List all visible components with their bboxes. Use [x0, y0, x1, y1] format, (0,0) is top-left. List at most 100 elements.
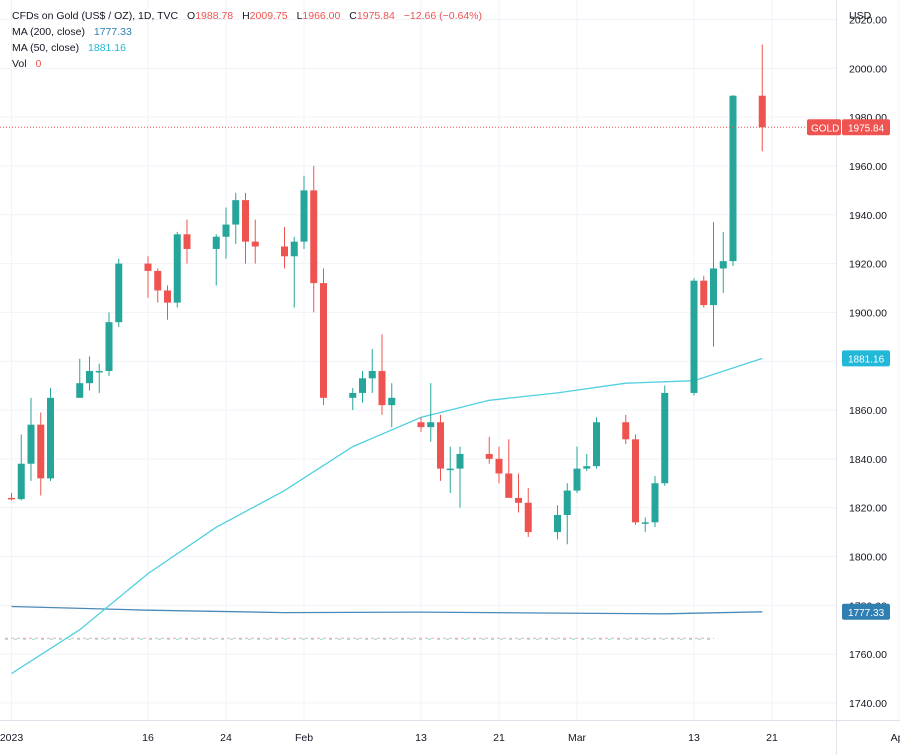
candle[interactable] — [76, 358, 84, 398]
candle[interactable] — [290, 236, 298, 308]
volume-value: 0 — [35, 58, 42, 70]
candle[interactable] — [222, 207, 230, 259]
candle-body — [320, 283, 327, 398]
gold-badge[interactable]: GOLD — [807, 119, 841, 136]
ma200-badge-bg — [842, 603, 890, 620]
candle[interactable] — [700, 275, 708, 308]
time-tick-label: 21 — [493, 732, 505, 744]
candle[interactable] — [251, 219, 259, 264]
candle[interactable] — [154, 268, 162, 303]
candle[interactable] — [710, 222, 717, 347]
candle[interactable] — [349, 388, 357, 411]
candle-body — [573, 468, 581, 491]
candle[interactable] — [641, 517, 649, 533]
candle[interactable] — [758, 44, 766, 152]
candle[interactable] — [485, 436, 493, 464]
candle[interactable] — [583, 453, 591, 472]
candle-body — [554, 514, 561, 533]
candle-body — [427, 422, 435, 428]
candle[interactable] — [456, 446, 464, 508]
candle[interactable] — [632, 434, 639, 525]
candle[interactable] — [310, 165, 318, 313]
time-tick-label: 21 — [766, 732, 778, 744]
legend-ma50-row[interactable]: MA (50, close) 1881.16 — [12, 40, 482, 56]
candle-body — [388, 397, 396, 406]
candle[interactable] — [183, 219, 191, 264]
candle[interactable] — [95, 363, 103, 393]
candle[interactable] — [173, 231, 181, 308]
ma50-badge-bg — [842, 350, 890, 367]
candle[interactable] — [115, 258, 123, 328]
candle[interactable] — [524, 488, 532, 537]
symbol-title[interactable]: CFDs on Gold (US$ / OZ), 1D, TVC — [12, 10, 179, 22]
candle-body — [232, 200, 240, 225]
candle[interactable] — [300, 175, 308, 249]
time-tick-label: 13 — [415, 732, 427, 744]
candle[interactable] — [554, 505, 561, 540]
ma50-line — [11, 357, 763, 675]
candle-body — [729, 95, 737, 262]
candle[interactable] — [388, 383, 396, 428]
candle[interactable] — [37, 412, 45, 496]
candle[interactable] — [212, 234, 220, 286]
price-tick-label: 2020.00 — [849, 15, 887, 27]
candle[interactable] — [515, 473, 522, 513]
candle-body — [95, 370, 103, 373]
candle-body — [641, 522, 649, 524]
candle[interactable] — [164, 285, 171, 320]
high-value: 2009.75 — [249, 10, 288, 22]
candle[interactable] — [320, 268, 327, 406]
price-tick-label: 1860.00 — [849, 405, 887, 417]
candle-body — [115, 263, 123, 323]
candle[interactable] — [359, 370, 366, 403]
candle[interactable] — [8, 493, 15, 501]
last-price-badge[interactable]: 1975.84 — [842, 119, 890, 136]
ma200-path[interactable] — [11, 605, 763, 615]
candle[interactable] — [86, 356, 93, 391]
candle-body — [222, 224, 230, 237]
candle[interactable] — [729, 95, 737, 267]
candle[interactable] — [593, 417, 600, 469]
candle[interactable] — [368, 349, 376, 393]
candle[interactable] — [47, 388, 54, 481]
candle[interactable] — [378, 334, 386, 415]
legend-symbol-row: CFDs on Gold (US$ / OZ), 1D, TVC O1988.7… — [12, 8, 482, 24]
candle[interactable] — [563, 483, 571, 545]
candle[interactable] — [573, 446, 581, 494]
candle[interactable] — [719, 231, 727, 293]
price-tick-label: 1840.00 — [849, 454, 887, 466]
price-tick-label: 1940.00 — [849, 210, 887, 222]
candle[interactable] — [427, 383, 435, 442]
currency-label[interactable]: USD — [849, 10, 872, 22]
candle[interactable] — [651, 475, 659, 528]
close-label: C — [349, 10, 357, 22]
candle[interactable] — [417, 417, 425, 432]
candle[interactable] — [690, 278, 698, 396]
grid — [0, 0, 900, 720]
ma200-line — [5, 605, 763, 640]
ma50-path[interactable] — [11, 357, 763, 675]
candle[interactable] — [242, 192, 249, 264]
time-tick-label: Mar — [568, 732, 587, 744]
legend-ma200-row[interactable]: MA (200, close) 1777.33 — [12, 24, 482, 40]
candle[interactable] — [446, 446, 454, 494]
ma200-value: 1777.33 — [93, 26, 132, 38]
candle-body — [593, 422, 600, 467]
candle[interactable] — [27, 397, 35, 481]
candle[interactable] — [281, 226, 288, 269]
candle-body — [378, 370, 386, 406]
candle[interactable] — [144, 256, 152, 298]
candle[interactable] — [661, 385, 669, 486]
candle[interactable] — [105, 312, 113, 376]
candle[interactable] — [505, 439, 513, 498]
candle[interactable] — [495, 446, 503, 484]
legend-volume-row[interactable]: Vol 0 — [12, 56, 482, 72]
candle[interactable] — [622, 414, 630, 445]
candle-body — [8, 497, 15, 500]
ma200-badge[interactable]: 1777.33 — [842, 603, 890, 620]
ma50-badge[interactable]: 1881.16 — [842, 350, 890, 367]
candle[interactable] — [17, 434, 25, 501]
candle[interactable] — [437, 414, 444, 481]
candle[interactable] — [232, 192, 240, 245]
